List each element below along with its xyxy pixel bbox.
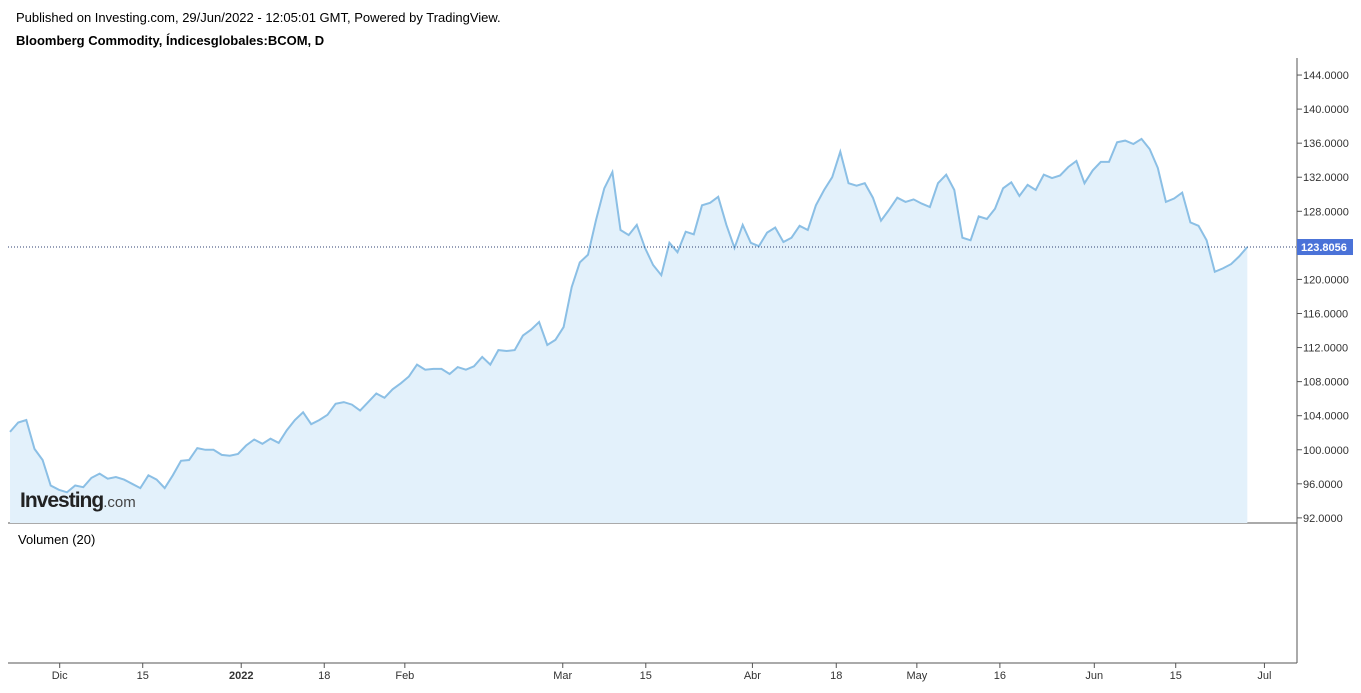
x-tick-label: May bbox=[906, 670, 927, 682]
x-tick-label: Jun bbox=[1085, 670, 1103, 682]
x-tick-label: Jul bbox=[1257, 670, 1271, 682]
last-price-label: 123.8056 bbox=[1301, 242, 1347, 254]
logo: Investing.com bbox=[20, 489, 136, 512]
y-tick-label: 108.0000 bbox=[1303, 377, 1349, 389]
y-tick-label: 140.0000 bbox=[1303, 104, 1349, 116]
x-tick-label: 16 bbox=[994, 670, 1006, 682]
y-tick-label: 104.0000 bbox=[1303, 411, 1349, 423]
y-tick-label: 100.0000 bbox=[1303, 445, 1349, 457]
x-tick-label: Feb bbox=[395, 670, 414, 682]
published-note: Published on Investing.com, 29/Jun/2022 … bbox=[16, 10, 501, 25]
x-tick-label: 15 bbox=[137, 670, 149, 682]
x-tick-label: 15 bbox=[640, 670, 652, 682]
symbol-title: Bloomberg Commodity, Índicesglobales:BCO… bbox=[16, 33, 324, 48]
y-tick-label: 120.0000 bbox=[1303, 274, 1349, 286]
last-price-box bbox=[1297, 239, 1353, 256]
price-line bbox=[9, 137, 1249, 494]
x-tick-label: 15 bbox=[1170, 670, 1182, 682]
x-tick-label: 18 bbox=[830, 670, 842, 682]
y-tick-label: 144.0000 bbox=[1303, 70, 1349, 82]
area-fill bbox=[10, 138, 1248, 523]
y-tick-label: 112.0000 bbox=[1303, 343, 1348, 355]
x-tick-label: Dic bbox=[52, 670, 68, 682]
volume-label: Volumen (20) bbox=[18, 532, 95, 547]
y-tick-label: 92.0000 bbox=[1303, 513, 1343, 525]
y-tick-label: 136.0000 bbox=[1303, 138, 1349, 150]
y-tick-label: 96.0000 bbox=[1303, 479, 1343, 491]
y-tick-label: 116.0000 bbox=[1303, 308, 1348, 320]
x-tick-label: 18 bbox=[318, 670, 330, 682]
x-tick-label: 2022 bbox=[229, 670, 253, 682]
logo-suffix: .com bbox=[103, 494, 136, 511]
x-tick-label: Mar bbox=[553, 670, 572, 682]
y-tick-label: 128.0000 bbox=[1303, 206, 1349, 218]
logo-main: Investing bbox=[20, 489, 103, 512]
y-tick-label: 132.0000 bbox=[1303, 172, 1349, 184]
x-tick-label: Abr bbox=[744, 670, 761, 682]
